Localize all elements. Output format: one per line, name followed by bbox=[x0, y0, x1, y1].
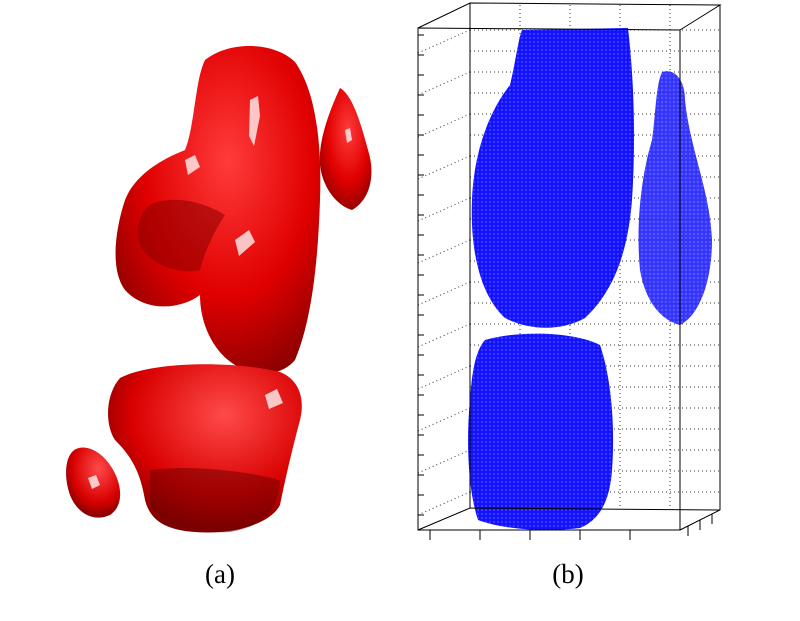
highlight bbox=[235, 230, 255, 256]
panel-label: (b) bbox=[552, 559, 583, 589]
grid-line bbox=[417, 449, 471, 474]
panel-b-plot bbox=[417, 2, 722, 540]
grid-line bbox=[417, 407, 471, 432]
point-cloud-lower bbox=[468, 333, 614, 530]
grid-line bbox=[417, 239, 471, 264]
grid-line bbox=[417, 365, 471, 390]
grid-line bbox=[417, 29, 471, 54]
panel-a-render bbox=[66, 45, 372, 533]
highlight bbox=[265, 389, 283, 409]
grid-line bbox=[417, 113, 471, 138]
panel-label: (a) bbox=[205, 559, 235, 589]
highlight bbox=[88, 475, 100, 489]
grid-line bbox=[417, 155, 471, 180]
ticks bbox=[418, 34, 713, 540]
tibia-shadow bbox=[150, 468, 280, 533]
femur-notch bbox=[138, 199, 225, 272]
box-back-edges bbox=[417, 2, 722, 531]
grid-line bbox=[417, 323, 471, 348]
highlight bbox=[345, 128, 352, 143]
point-cloud-upper bbox=[471, 28, 635, 328]
point-cloud-side bbox=[638, 71, 712, 325]
grid-line bbox=[417, 281, 471, 306]
patella bbox=[319, 88, 372, 210]
highlight bbox=[185, 155, 200, 175]
femur bbox=[115, 45, 321, 374]
grid-line bbox=[417, 197, 471, 222]
grid-line bbox=[417, 491, 471, 516]
highlight bbox=[249, 96, 260, 146]
highlights bbox=[88, 96, 352, 489]
grid-line bbox=[417, 71, 471, 96]
